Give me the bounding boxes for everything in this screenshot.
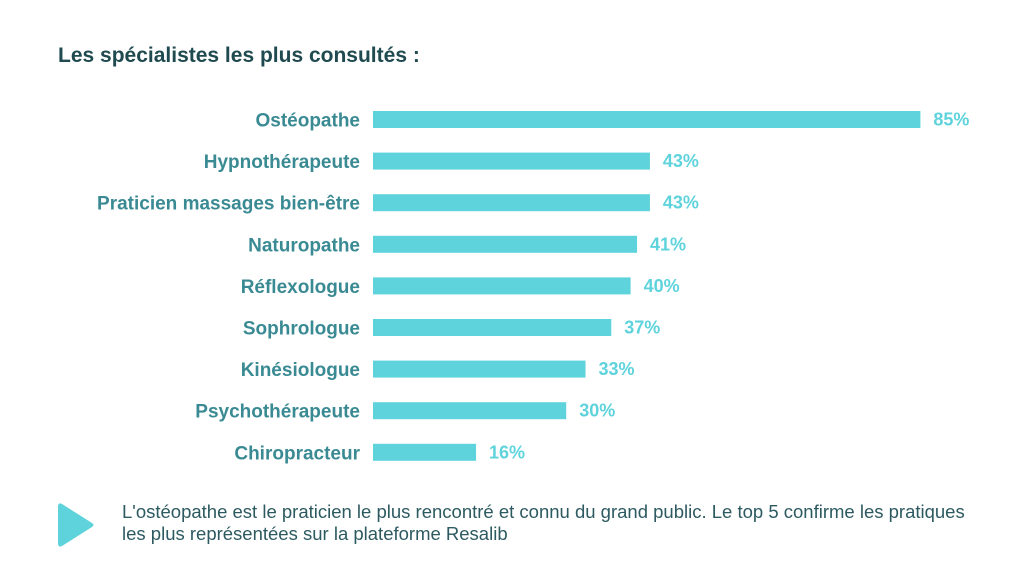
bar-chart: Ostéopathe 85% Hypnothérapeute 43% Praticien… [97, 110, 969, 465]
category-label: Réflexologue [241, 277, 360, 298]
bar [373, 360, 586, 378]
bar [373, 194, 650, 212]
category-label: Naturopathe [248, 235, 360, 256]
footer-text: L'ostéopathe est le praticien le plus re… [122, 501, 965, 544]
value-label: 33% [599, 359, 635, 379]
value-label: 30% [579, 401, 615, 421]
value-label: 85% [933, 110, 969, 130]
value-label: 40% [644, 276, 680, 296]
bar [373, 402, 567, 420]
value-label: 37% [624, 318, 660, 338]
bar [373, 277, 631, 295]
bar [373, 443, 477, 461]
value-label: 43% [663, 193, 699, 213]
value-label: 41% [650, 234, 686, 254]
value-label: 16% [489, 442, 525, 462]
category-label: Kinésiologue [241, 360, 360, 381]
category-label: Sophrologue [243, 319, 360, 340]
chart-title: Les spécialistes les plus consultés : [58, 44, 420, 67]
bar [373, 152, 650, 170]
bar [373, 111, 921, 128]
category-label: Psychothérapeute [195, 402, 360, 423]
bar [373, 319, 612, 336]
category-label: Hypnothérapeute [204, 152, 360, 173]
category-label: Ostéopathe [255, 111, 360, 132]
value-label: 43% [663, 151, 699, 171]
bar [373, 235, 638, 253]
play-triangle-icon [58, 503, 94, 547]
category-label: Praticien massages bien-être [97, 194, 360, 215]
category-label: Chiropracteur [234, 443, 360, 464]
